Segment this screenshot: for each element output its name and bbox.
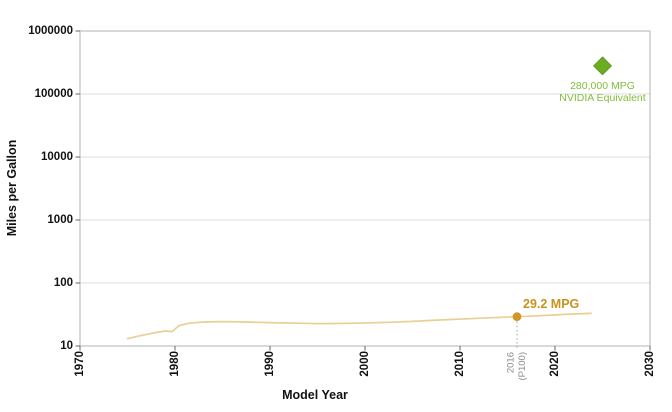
y-tick-100: 100 <box>54 277 73 289</box>
highlight-annotation: 29.2 MPG 2016 (P100) <box>506 297 580 380</box>
fuel-economy-line <box>126 312 592 340</box>
x-tick-labels: 1970 1980 1990 2000 2010 2020 2030 <box>74 351 656 377</box>
x-tick-p100: (P100) <box>517 352 528 381</box>
reference-label-mpg: 280,000 MPG <box>570 80 635 92</box>
x-tick-2010: 2010 <box>454 351 466 377</box>
y-tick-100000: 100000 <box>35 88 73 100</box>
y-tick-10: 10 <box>60 340 73 352</box>
x-tick-2020: 2020 <box>549 351 561 377</box>
x-tick-2030: 2030 <box>644 351 656 377</box>
reference-label-nvidia: NVIDIA Equivalent <box>559 92 645 104</box>
y-tick-10000: 10000 <box>41 151 73 163</box>
x-tick-2016: 2016 <box>506 352 517 373</box>
y-tick-1000000: 1000000 <box>28 25 73 37</box>
gridlines <box>80 93 650 284</box>
x-tick-2000: 2000 <box>359 351 371 377</box>
highlight-dot-2016 <box>512 312 522 322</box>
x-tick-1990: 1990 <box>264 351 276 377</box>
nvidia-diamond-marker <box>592 56 613 76</box>
x-axis-title: Model Year <box>282 388 348 402</box>
y-axis-title: Miles per Gallon <box>5 140 19 237</box>
y-axis-ticks <box>75 30 80 347</box>
x-axis-ticks <box>79 346 651 351</box>
highlight-label-29-2-mpg: 29.2 MPG <box>523 297 579 311</box>
reference-annotation: 280,000 MPG NVIDIA Equivalent <box>559 56 646 104</box>
x-tick-1980: 1980 <box>169 351 181 377</box>
y-tick-labels: 10 100 1000 10000 100000 1000000 <box>28 25 73 352</box>
x-tick-1970: 1970 <box>74 351 86 377</box>
y-tick-1000: 1000 <box>47 214 73 226</box>
